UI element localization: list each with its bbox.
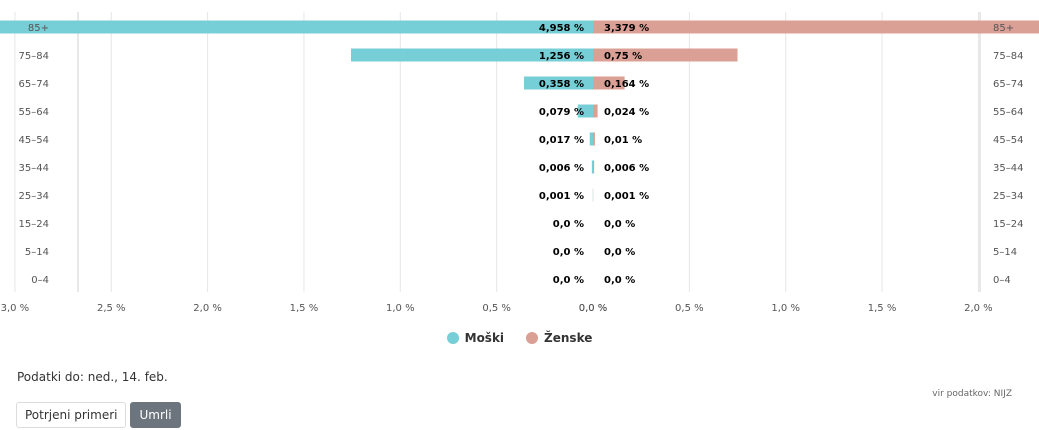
data-label-female: 0,164 %: [604, 79, 649, 90]
legend-dot-male: [446, 332, 459, 344]
x-tick-label: 1,5 %: [290, 303, 319, 314]
bar-male: [591, 160, 593, 174]
x-tick-label: 1,5 %: [868, 303, 897, 314]
x-tick-label: 2,5 %: [97, 303, 126, 314]
data-source-note: vir podatkov: NIJZ: [932, 389, 1012, 399]
data-label-female: 0,0 %: [604, 247, 635, 258]
category-label-right: 55–64: [993, 107, 1023, 118]
bar-male: [577, 104, 593, 118]
bar-male: [0, 20, 594, 34]
x-tick-label: 0,0 %: [579, 303, 608, 314]
legend-label-female: Ženske: [544, 331, 593, 345]
population-pyramid-chart: 4,958 % 3,379 % 1,256 % 0,75 % 0,358 % 0,164 …: [0, 12, 1039, 314]
category-label-left: 75–84: [19, 51, 49, 62]
category-label-left: 65–74: [19, 79, 49, 90]
bar-female: [593, 132, 595, 146]
legend-item-male[interactable]: Moški: [446, 331, 505, 345]
legend-dot-female: [526, 332, 539, 344]
data-label-male: 4,958 %: [539, 23, 584, 34]
data-label-male: 0,079 %: [539, 107, 584, 118]
bar-male: [350, 48, 593, 62]
confirmed-cases-button[interactable]: Potrjeni primeri: [16, 402, 127, 428]
category-label-right: 65–74: [993, 79, 1023, 90]
chart-bars: [0, 20, 1039, 202]
bar-female: [593, 160, 595, 174]
x-tick-label: 0,0 %: [579, 303, 608, 314]
x-tick-label: 0,5 %: [675, 303, 704, 314]
legend-label-male: Moški: [464, 331, 505, 345]
category-label-left: 45–54: [19, 135, 49, 146]
bar-male: [589, 132, 593, 146]
data-label-female: 0,75 %: [604, 51, 642, 62]
x-tick-label: 0,5 %: [482, 303, 511, 314]
bar-male: [524, 76, 593, 90]
category-label-left: 0–4: [31, 275, 49, 286]
chart-data-labels: 4,958 % 3,379 % 1,256 % 0,75 % 0,358 % 0,164 …: [539, 23, 649, 286]
data-label-female: 0,001 %: [604, 191, 649, 202]
category-label-left: 85+: [28, 23, 49, 34]
data-label-male: 0,001 %: [539, 191, 584, 202]
bar-female: [593, 104, 598, 118]
data-label-male: 1,256 %: [539, 51, 584, 62]
data-label-male: 0,0 %: [553, 247, 584, 258]
view-toggle-buttons: Potrjeni primeri Umrli: [16, 402, 181, 428]
data-label-female: 0,0 %: [604, 275, 635, 286]
data-label-male: 0,0 %: [553, 219, 584, 230]
category-label-right: 35–44: [993, 163, 1023, 174]
deaths-button[interactable]: Umrli: [130, 402, 181, 428]
category-label-right: 0–4: [993, 275, 1011, 286]
category-label-right: 5–14: [993, 247, 1017, 258]
data-label-male: 0,358 %: [539, 79, 584, 90]
category-label-right: 25–34: [993, 191, 1023, 202]
category-label-left: 25–34: [19, 191, 49, 202]
data-label-female: 0,01 %: [604, 135, 642, 146]
chart-x-tick-labels: 5,5 %5,0 %4,5 %4,0 %3,5 %3,0 %2,5 %2,0 %…: [1, 303, 993, 314]
category-label-right: 85+: [993, 23, 1014, 34]
x-tick-label: 2,0 %: [193, 303, 222, 314]
category-label-right: 15–24: [993, 219, 1023, 230]
data-label-male: 0,0 %: [553, 275, 584, 286]
x-tick-label: 1,0 %: [386, 303, 415, 314]
category-label-right: 75–84: [993, 51, 1023, 62]
data-label-male: 0,006 %: [539, 163, 584, 174]
data-label-male: 0,017 %: [539, 135, 584, 146]
x-tick-label: 1,0 %: [771, 303, 800, 314]
category-label-left: 5–14: [25, 247, 49, 258]
data-label-female: 0,024 %: [604, 107, 649, 118]
bar-female: [593, 48, 738, 62]
data-label-female: 0,0 %: [604, 219, 635, 230]
category-label-left: 35–44: [19, 163, 49, 174]
data-label-female: 0,006 %: [604, 163, 649, 174]
category-label-right: 45–54: [993, 135, 1023, 146]
bar-female: [593, 76, 625, 90]
category-label-left: 55–64: [19, 107, 49, 118]
x-tick-label: 3,0 %: [1, 303, 30, 314]
bar-female: [593, 20, 1039, 34]
data-date-note: Podatki do: ned., 14. feb.: [17, 370, 168, 384]
category-label-left: 15–24: [19, 219, 49, 230]
chart-legend: Moški Ženske: [0, 331, 1039, 345]
legend-item-female[interactable]: Ženske: [526, 331, 592, 345]
x-tick-label: 2,0 %: [964, 303, 993, 314]
chart-category-labels: 85+ 85+ 75–84 75–84 65–74 65–74 55–64 55–64 45–5…: [19, 23, 1024, 286]
data-label-female: 3,379 %: [604, 23, 649, 34]
